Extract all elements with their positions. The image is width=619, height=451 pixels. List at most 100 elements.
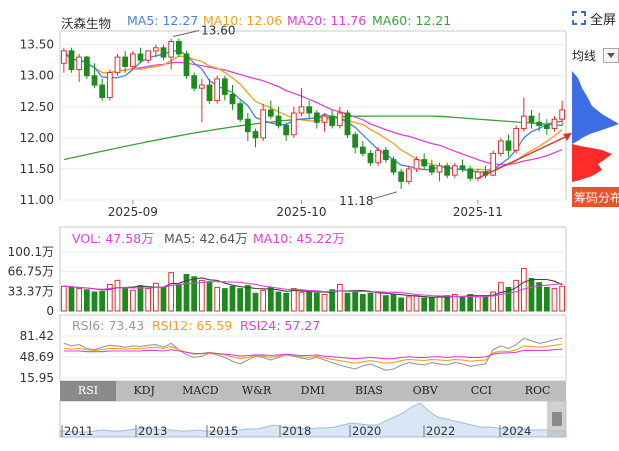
candle-body	[344, 112, 351, 136]
volume-bar	[114, 279, 121, 312]
high-annotation-arrow	[173, 29, 200, 37]
volume-bar	[191, 276, 198, 312]
navigator-year-label: 2022	[426, 424, 455, 438]
candle-body	[490, 152, 497, 176]
chip-distribution-button[interactable]: 筹码分布	[572, 187, 619, 207]
candle-body	[352, 134, 359, 148]
volume-bar	[536, 282, 543, 312]
candle-body	[283, 124, 290, 136]
price-tick-label: 12.50	[20, 100, 54, 114]
volume-bar	[375, 291, 382, 312]
candle-body	[398, 171, 405, 182]
tab-roc[interactable]: ROC	[524, 384, 551, 397]
volume-bar	[413, 295, 420, 312]
volume-bar	[260, 289, 267, 312]
candle-body	[160, 47, 167, 58]
candle-body	[91, 75, 98, 86]
candle-body	[428, 165, 435, 173]
volume-bar	[99, 291, 106, 312]
candle-body	[183, 53, 190, 77]
candle-body	[122, 56, 129, 67]
volume-bar	[206, 282, 213, 312]
volume-bar	[183, 273, 190, 312]
ma-select[interactable]: 均线	[572, 46, 619, 64]
volume-bar	[152, 282, 159, 312]
volume-bar	[344, 292, 351, 312]
volume-bar	[398, 297, 405, 312]
rsi-legend-0: RSI6: 73.43	[72, 318, 144, 333]
candle-body	[229, 93, 236, 105]
volume-legend-2: MA10: 45.22万	[253, 231, 345, 246]
ma20-line	[63, 50, 563, 166]
volume-bar	[83, 289, 90, 312]
candle-body	[543, 124, 550, 130]
candle-body	[321, 115, 328, 123]
candle-body	[214, 78, 221, 102]
volume-bar	[76, 288, 83, 312]
rsi-tick-label: 81.42	[20, 329, 54, 343]
volume-bar	[313, 292, 320, 312]
candle-body	[313, 112, 320, 123]
tab-dmi[interactable]: DMI	[300, 384, 326, 397]
volume-bar	[267, 286, 274, 312]
volume-bar	[451, 293, 458, 312]
candle-body	[421, 159, 428, 167]
tab-kdj[interactable]: KDJ	[133, 384, 155, 397]
candle-body	[375, 149, 382, 164]
volume-bar	[60, 285, 67, 312]
candle-body	[221, 78, 228, 95]
price-tick-label: 11.00	[20, 193, 54, 207]
volume-bar	[298, 291, 305, 312]
volume-bar	[214, 286, 221, 312]
candle-body	[175, 41, 182, 55]
stock-name: 沃森生物	[61, 16, 112, 31]
candle-body	[137, 53, 144, 61]
tab-obv[interactable]: OBV	[412, 384, 438, 397]
candle-body	[252, 131, 259, 139]
candle-body	[513, 128, 520, 151]
tab-cci[interactable]: CCI	[470, 384, 492, 397]
tab-wr[interactable]: W&R	[241, 384, 272, 397]
candle-body	[244, 118, 251, 133]
volume-bar	[513, 279, 520, 312]
volume-tick-label: 100.1万	[8, 245, 54, 259]
date-tick-label: 2025-10	[276, 205, 326, 219]
candle-body	[390, 159, 397, 173]
candle-body	[559, 109, 566, 120]
volume-bar	[229, 285, 236, 312]
volume-bar	[405, 296, 412, 312]
tab-macd[interactable]: MACD	[182, 384, 219, 397]
candle-body	[206, 84, 213, 102]
navigator-year-label: 2013	[138, 424, 167, 438]
low-annotation-arrow	[373, 191, 398, 200]
volume-bar	[175, 283, 182, 312]
fullscreen-label: 全屏	[590, 13, 617, 28]
stock-chart: 13.50 13.00 12.50 12.00 11.50 11.00 2025-09 202…	[8, 23, 572, 438]
fullscreen-button[interactable]: 全屏	[572, 8, 619, 28]
ma5-legend: MA5: 12.27	[127, 13, 199, 28]
volume-bar	[505, 286, 512, 312]
price-tick-label: 13.00	[20, 69, 54, 83]
chip-distribution-chart	[572, 66, 619, 184]
candle-body	[152, 47, 159, 52]
candle-body	[290, 112, 297, 136]
navigator-year-label: 2018	[282, 424, 311, 438]
candle-body	[298, 106, 305, 114]
rsi-line-rsi6	[63, 337, 563, 371]
navigator-year-label: 2011	[64, 424, 93, 438]
tab-bias[interactable]: BIAS	[355, 384, 383, 397]
candle-body	[267, 109, 274, 117]
tab-rsi[interactable]: RSI	[60, 381, 116, 401]
price-tick-label: 13.50	[20, 38, 54, 52]
rsi-line-rsi24	[63, 348, 563, 360]
volume-bar	[528, 278, 535, 312]
candle-body	[336, 112, 343, 126]
rsi-line-rsi12	[63, 343, 563, 364]
candle-body	[436, 165, 443, 173]
volume-bar	[359, 293, 366, 312]
candle-body	[260, 109, 267, 139]
volume-bar	[252, 292, 259, 312]
volume-bar	[559, 285, 566, 312]
candle-body	[459, 165, 466, 170]
volume-bar	[306, 291, 313, 312]
